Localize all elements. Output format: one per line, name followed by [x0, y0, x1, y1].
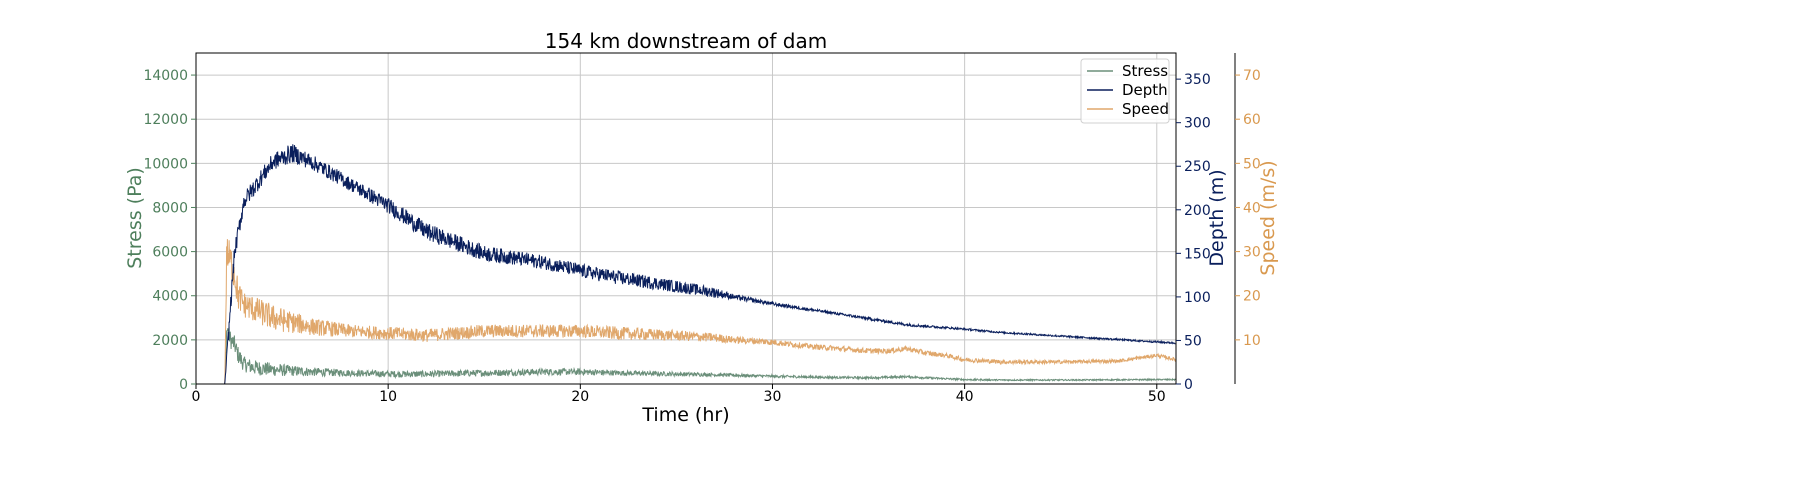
- depth-tick-label: 100: [1184, 290, 1211, 306]
- series-line-depth: [196, 144, 1176, 385]
- stress-axis: 0 2000 4000 6000 8000 10000 12000 14000: [143, 68, 196, 393]
- speed-tick-label: 20: [1243, 289, 1261, 305]
- stress-tick-label: 12000: [143, 112, 188, 128]
- legend-label-depth: Depth: [1122, 81, 1168, 99]
- series-lines: [196, 144, 1177, 385]
- depth-tick-label: 0: [1184, 377, 1193, 393]
- depth-axis-title: Depth (m): [1206, 169, 1228, 266]
- series-line-stress: [196, 326, 1177, 385]
- speed-tick-label: 30: [1243, 245, 1261, 261]
- x-tick-label: 30: [764, 389, 782, 405]
- chart-title: 154 km downstream of dam: [545, 29, 827, 53]
- x-axis: 0 10 20 30 40 50: [192, 384, 1166, 405]
- x-axis-title: Time (hr): [641, 404, 729, 426]
- depth-tick-label: 300: [1184, 116, 1211, 132]
- plot-frame: [195, 52, 1177, 385]
- depth-tick-label: 350: [1184, 72, 1211, 88]
- speed-tick-label: 10: [1243, 333, 1261, 349]
- stress-tick-label: 2000: [152, 333, 188, 349]
- speed-tick-label: 50: [1243, 156, 1261, 172]
- speed-tick-label: 40: [1243, 200, 1261, 216]
- speed-axis: 10 20 30 40 50 60 70: [1234, 53, 1261, 384]
- depth-axis: 0 50 100 150 200 250 300 350: [1176, 72, 1211, 393]
- legend-label-stress: Stress: [1122, 62, 1168, 80]
- legend-box: [1080, 58, 1170, 124]
- stress-tick-label: 10000: [143, 156, 188, 172]
- stress-tick-label: 14000: [143, 68, 188, 84]
- x-tick-label: 40: [956, 389, 974, 405]
- speed-tick-label: 60: [1243, 112, 1261, 128]
- depth-tick-label: 200: [1184, 203, 1211, 219]
- stress-tick-label: 6000: [152, 245, 188, 261]
- stress-axis-title: Stress (Pa): [124, 167, 146, 269]
- depth-tick-label: 150: [1184, 246, 1211, 262]
- legend-label-speed: Speed: [1122, 100, 1169, 118]
- series-line-speed: [196, 239, 1177, 385]
- x-tick-label: 0: [192, 389, 201, 405]
- depth-tick-label: 50: [1184, 333, 1202, 349]
- speed-tick-label: 70: [1243, 68, 1261, 84]
- speed-axis-title: Speed (m/s): [1257, 160, 1279, 275]
- depth-tick-label: 250: [1184, 159, 1211, 175]
- x-tick-label: 50: [1148, 389, 1166, 405]
- x-tick-label: 10: [379, 389, 397, 405]
- stress-tick-label: 0: [179, 377, 188, 393]
- stress-tick-label: 8000: [152, 200, 188, 216]
- stress-tick-label: 4000: [152, 289, 188, 305]
- x-tick-label: 20: [571, 389, 589, 405]
